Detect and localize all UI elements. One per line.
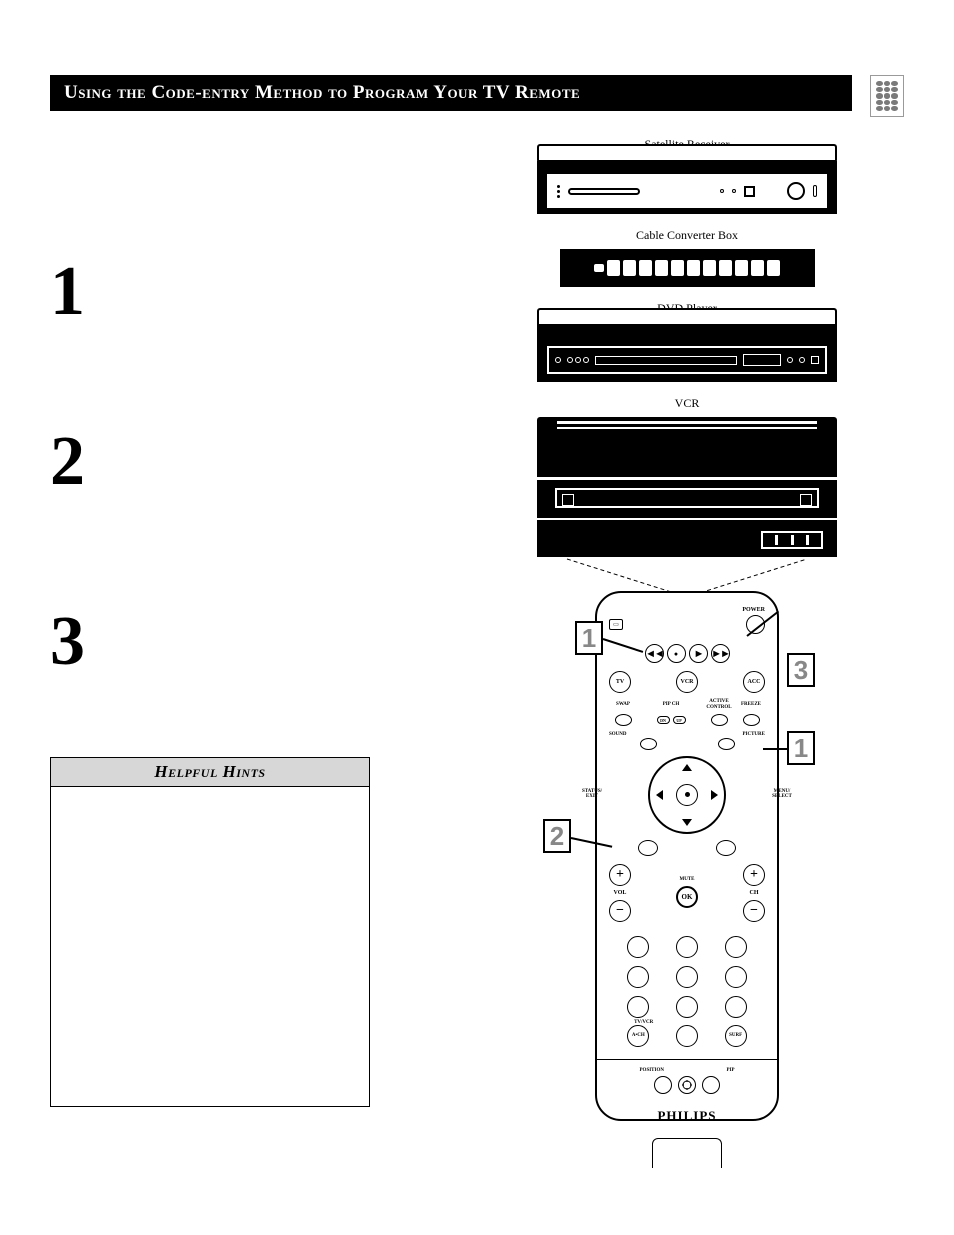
dvd-player-illustration [537,322,837,382]
step-number: 2 [50,427,85,497]
page-title: Using the Code-entry Method to Program Y… [50,75,852,111]
swap-button[interactable] [615,714,632,726]
sound-button[interactable] [640,738,657,750]
number-button[interactable] [676,996,698,1018]
right-column: Satellite Receiver Cable Converter Box D… [470,137,904,1121]
cable-box-label: Cable Converter Box [636,228,738,243]
tv-icon: ▭ [609,619,623,630]
pip-dn-button[interactable]: DN [657,716,670,724]
active-control-label: ACTIVE CONTROL [705,699,733,710]
content-area: 1 2 3 Helpful Hints Satellite Receiver [50,137,904,1121]
step-number: 1 [50,257,85,327]
number-button[interactable] [725,996,747,1018]
freeze-button[interactable] [743,714,760,726]
ach-button[interactable]: A•CH [627,1025,649,1047]
pip-mid-button[interactable] [678,1076,696,1094]
ch-up-button[interactable]: + [743,864,765,886]
ffwd-button[interactable]: ►► [711,644,730,663]
dpad-right-icon [711,790,718,800]
tv-mode-button[interactable]: TV [609,671,631,693]
pip-button[interactable] [702,1076,720,1094]
dpad-region: STATUS/ EXIT MENU/ SELECT [609,750,765,838]
dpad-down-icon [682,819,692,826]
dpad-ring[interactable] [648,756,726,834]
vol-up-button[interactable]: + [609,864,631,886]
play-button[interactable]: ► [689,644,708,663]
power-label: POWER [742,607,765,613]
ch-down-button[interactable]: − [743,900,765,922]
callout-3: 3 [787,653,815,687]
stop-button[interactable]: ● [667,644,686,663]
callout-1b: 1 [787,731,815,765]
callout-1a: 1 [575,621,603,655]
mute-label: MUTE [680,877,695,883]
callout-2: 2 [543,819,571,853]
pip-up-button[interactable]: UP [673,716,686,724]
pipch-label: PIP CH [641,702,701,708]
ch-label: CH [750,890,759,896]
number-button[interactable] [627,966,649,988]
step-1: 1 [50,257,420,327]
number-button[interactable] [725,966,747,988]
surf-button[interactable]: SURF [725,1025,747,1047]
ir-window-icon [652,1138,722,1168]
swap-label: SWAP [609,702,637,708]
status-exit-button[interactable] [638,840,658,856]
remote-control-illustration: POWER ▭ ◄◄ ● ► ►► TV VCR ACC [595,591,779,1121]
header-row: Using the Code-entry Method to Program Y… [50,75,904,117]
status-exit-label: STATUS/ EXIT [577,789,607,799]
number-button[interactable] [725,936,747,958]
function-row: SWAP PIP CH ACTIVE CONTROL FREEZE DN UP [609,699,765,726]
step-3: 3 [50,607,420,677]
dpad-center-button[interactable] [676,784,698,806]
vcr-mode-button[interactable]: VCR [676,671,698,693]
ok-mute-button[interactable]: OK [676,886,698,908]
number-button[interactable] [676,1025,698,1047]
picture-button[interactable] [718,738,735,750]
rewind-button[interactable]: ◄◄ [645,644,664,663]
acc-mode-button[interactable]: ACC [743,671,765,693]
active-control-button[interactable] [711,714,728,726]
transport-row: ◄◄ ● ► ►► [645,644,730,663]
pip-section: POSITION PIP PHILIPS [609,1059,765,1169]
freeze-label: FREEZE [737,702,765,708]
step-number: 3 [50,607,85,677]
vol-ch-row: + VOL − MUTE OK + CH − [609,864,765,922]
vcr-illustration [537,417,837,557]
dpad-left-icon [656,790,663,800]
step-2: 2 [50,427,420,497]
dpad-up-icon [682,764,692,771]
position-label: POSITION [640,1068,664,1074]
hints-heading: Helpful Hints [51,758,369,787]
number-pad [622,936,752,1018]
satellite-receiver-illustration [537,158,837,214]
brand-label: PHILIPS [609,1108,765,1124]
pip-label: PIP [726,1068,734,1074]
menu-select-button[interactable] [716,840,736,856]
vol-label: VOL [614,890,627,896]
number-button[interactable] [676,936,698,958]
mode-row: TV VCR ACC [609,671,765,693]
menu-select-label: MENU/ SELECT [767,789,797,799]
position-button[interactable] [654,1076,672,1094]
number-button[interactable] [627,996,649,1018]
number-button[interactable] [676,966,698,988]
helpful-hints-box: Helpful Hints [50,757,370,1107]
vcr-label: VCR [675,396,700,411]
number-button[interactable] [627,936,649,958]
remote-page-icon [870,75,904,117]
left-column: 1 2 3 Helpful Hints [50,137,420,1121]
cable-converter-illustration [560,249,815,287]
vol-down-button[interactable]: − [609,900,631,922]
